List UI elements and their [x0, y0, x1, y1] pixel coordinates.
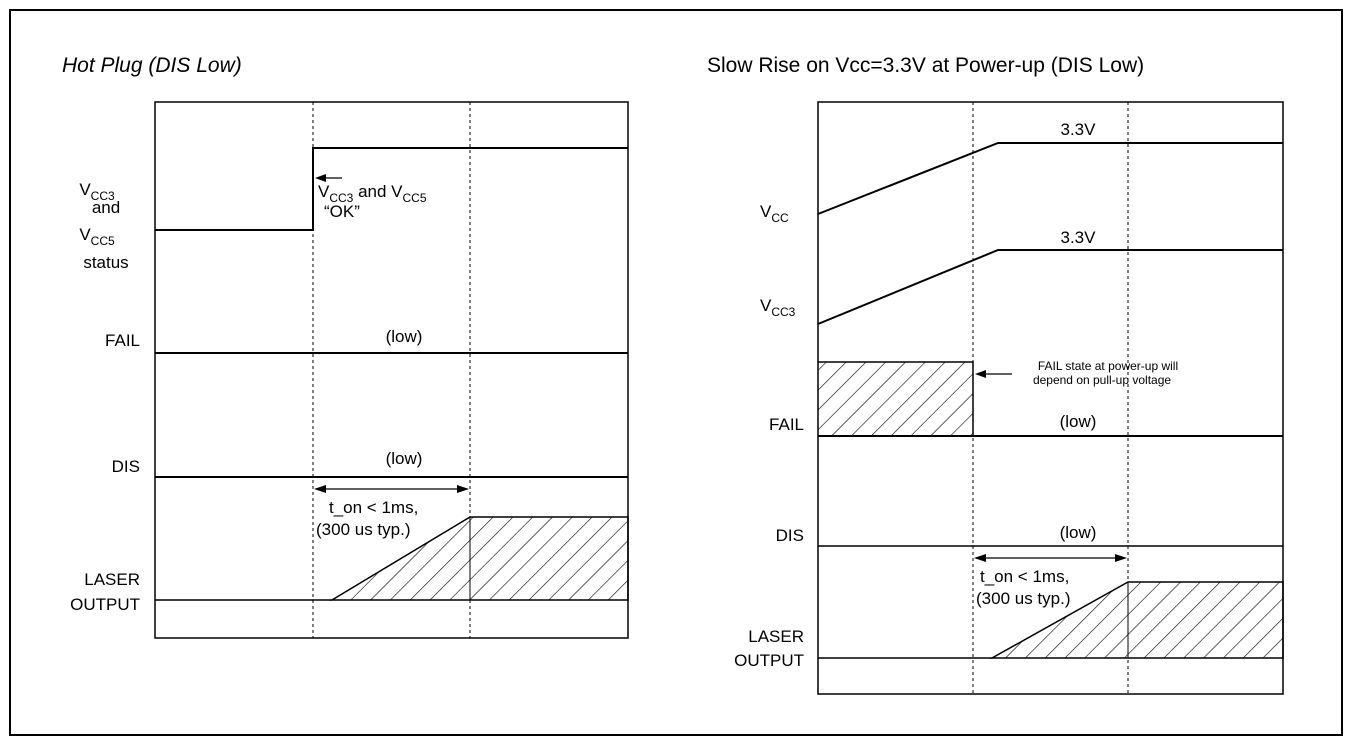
fail-undefined-outline [818, 361, 974, 436]
vcc3-label: VCC3 [760, 296, 796, 319]
fail-note-line2: depend on pull-up voltage [1033, 373, 1171, 387]
ton-annotation-line1: t_on < 1ms, [329, 498, 418, 517]
ton-arrow-right-head [457, 485, 469, 493]
slow-rise-diagram: Slow Rise on Vcc=3.3V at Power-up (DIS L… [707, 54, 1284, 695]
laser-output-outline-right [989, 581, 1284, 659]
ton-arrow-right-head-right [1115, 554, 1127, 562]
laser-label-line1-right: LASER [748, 627, 804, 646]
slow-rise-title: Slow Rise on Vcc=3.3V at Power-up (DIS L… [707, 54, 1144, 77]
dis-low-annotation-right: (low) [1060, 523, 1097, 542]
laser-output-outline [329, 516, 629, 601]
hot-plug-title: Hot Plug (DIS Low) [62, 54, 242, 77]
vcc-ok-annotation-line1: VCC3 and VCC5 [318, 182, 427, 205]
laser-label-line1: LASER [84, 570, 140, 589]
fail-low-annotation-right: (low) [1060, 412, 1097, 431]
fail-undefined-hatch [818, 362, 973, 436]
vcc-label: VCC [760, 202, 789, 225]
vcc3-level-annotation: 3.3V [1061, 228, 1097, 247]
fail-note-line1: FAIL state at power-up will [1038, 359, 1178, 373]
hot-plug-frame [154, 101, 629, 639]
vcc-level-annotation: 3.3V [1061, 120, 1097, 139]
fail-note-arrow-head [975, 370, 986, 378]
laser-on-hatch-right [1128, 582, 1283, 658]
vcc-waveform [817, 142, 1283, 215]
vcc-status-label-line4: status [83, 253, 128, 272]
vcc-status-label-line3: VCC5 [79, 225, 115, 248]
fail-label-right: FAIL [769, 415, 804, 434]
dis-label: DIS [112, 457, 140, 476]
laser-label-line2-right: OUTPUT [734, 651, 804, 670]
laser-on-hatch [470, 517, 628, 600]
vcc-status-label-line2: and [92, 198, 120, 217]
fail-label: FAIL [105, 331, 140, 350]
laser-label-line2: OUTPUT [70, 595, 140, 614]
vcc-ok-annotation-line2: “OK” [324, 202, 360, 221]
ton-annotation-line1-right: t_on < 1ms, [980, 567, 1069, 586]
ton-arrow-left-head-right [974, 554, 986, 562]
hot-plug-diagram: Hot Plug (DIS Low) VCC3 and VCC5 status [62, 54, 629, 639]
vcc3-waveform [817, 249, 1283, 325]
dis-low-annotation: (low) [386, 449, 423, 468]
fail-low-annotation: (low) [386, 327, 423, 346]
vcc-status-label-line1: VCC3 [79, 180, 115, 203]
outer-border [9, 9, 1343, 736]
ok-arrow-head [315, 174, 326, 182]
ton-annotation-line2: (300 us typ.) [316, 520, 411, 539]
vcc-status-waveform [155, 147, 628, 231]
ton-arrow-left-head [314, 485, 326, 493]
dis-label-right: DIS [776, 526, 804, 545]
ton-annotation-line2-right: (300 us typ.) [976, 589, 1071, 608]
